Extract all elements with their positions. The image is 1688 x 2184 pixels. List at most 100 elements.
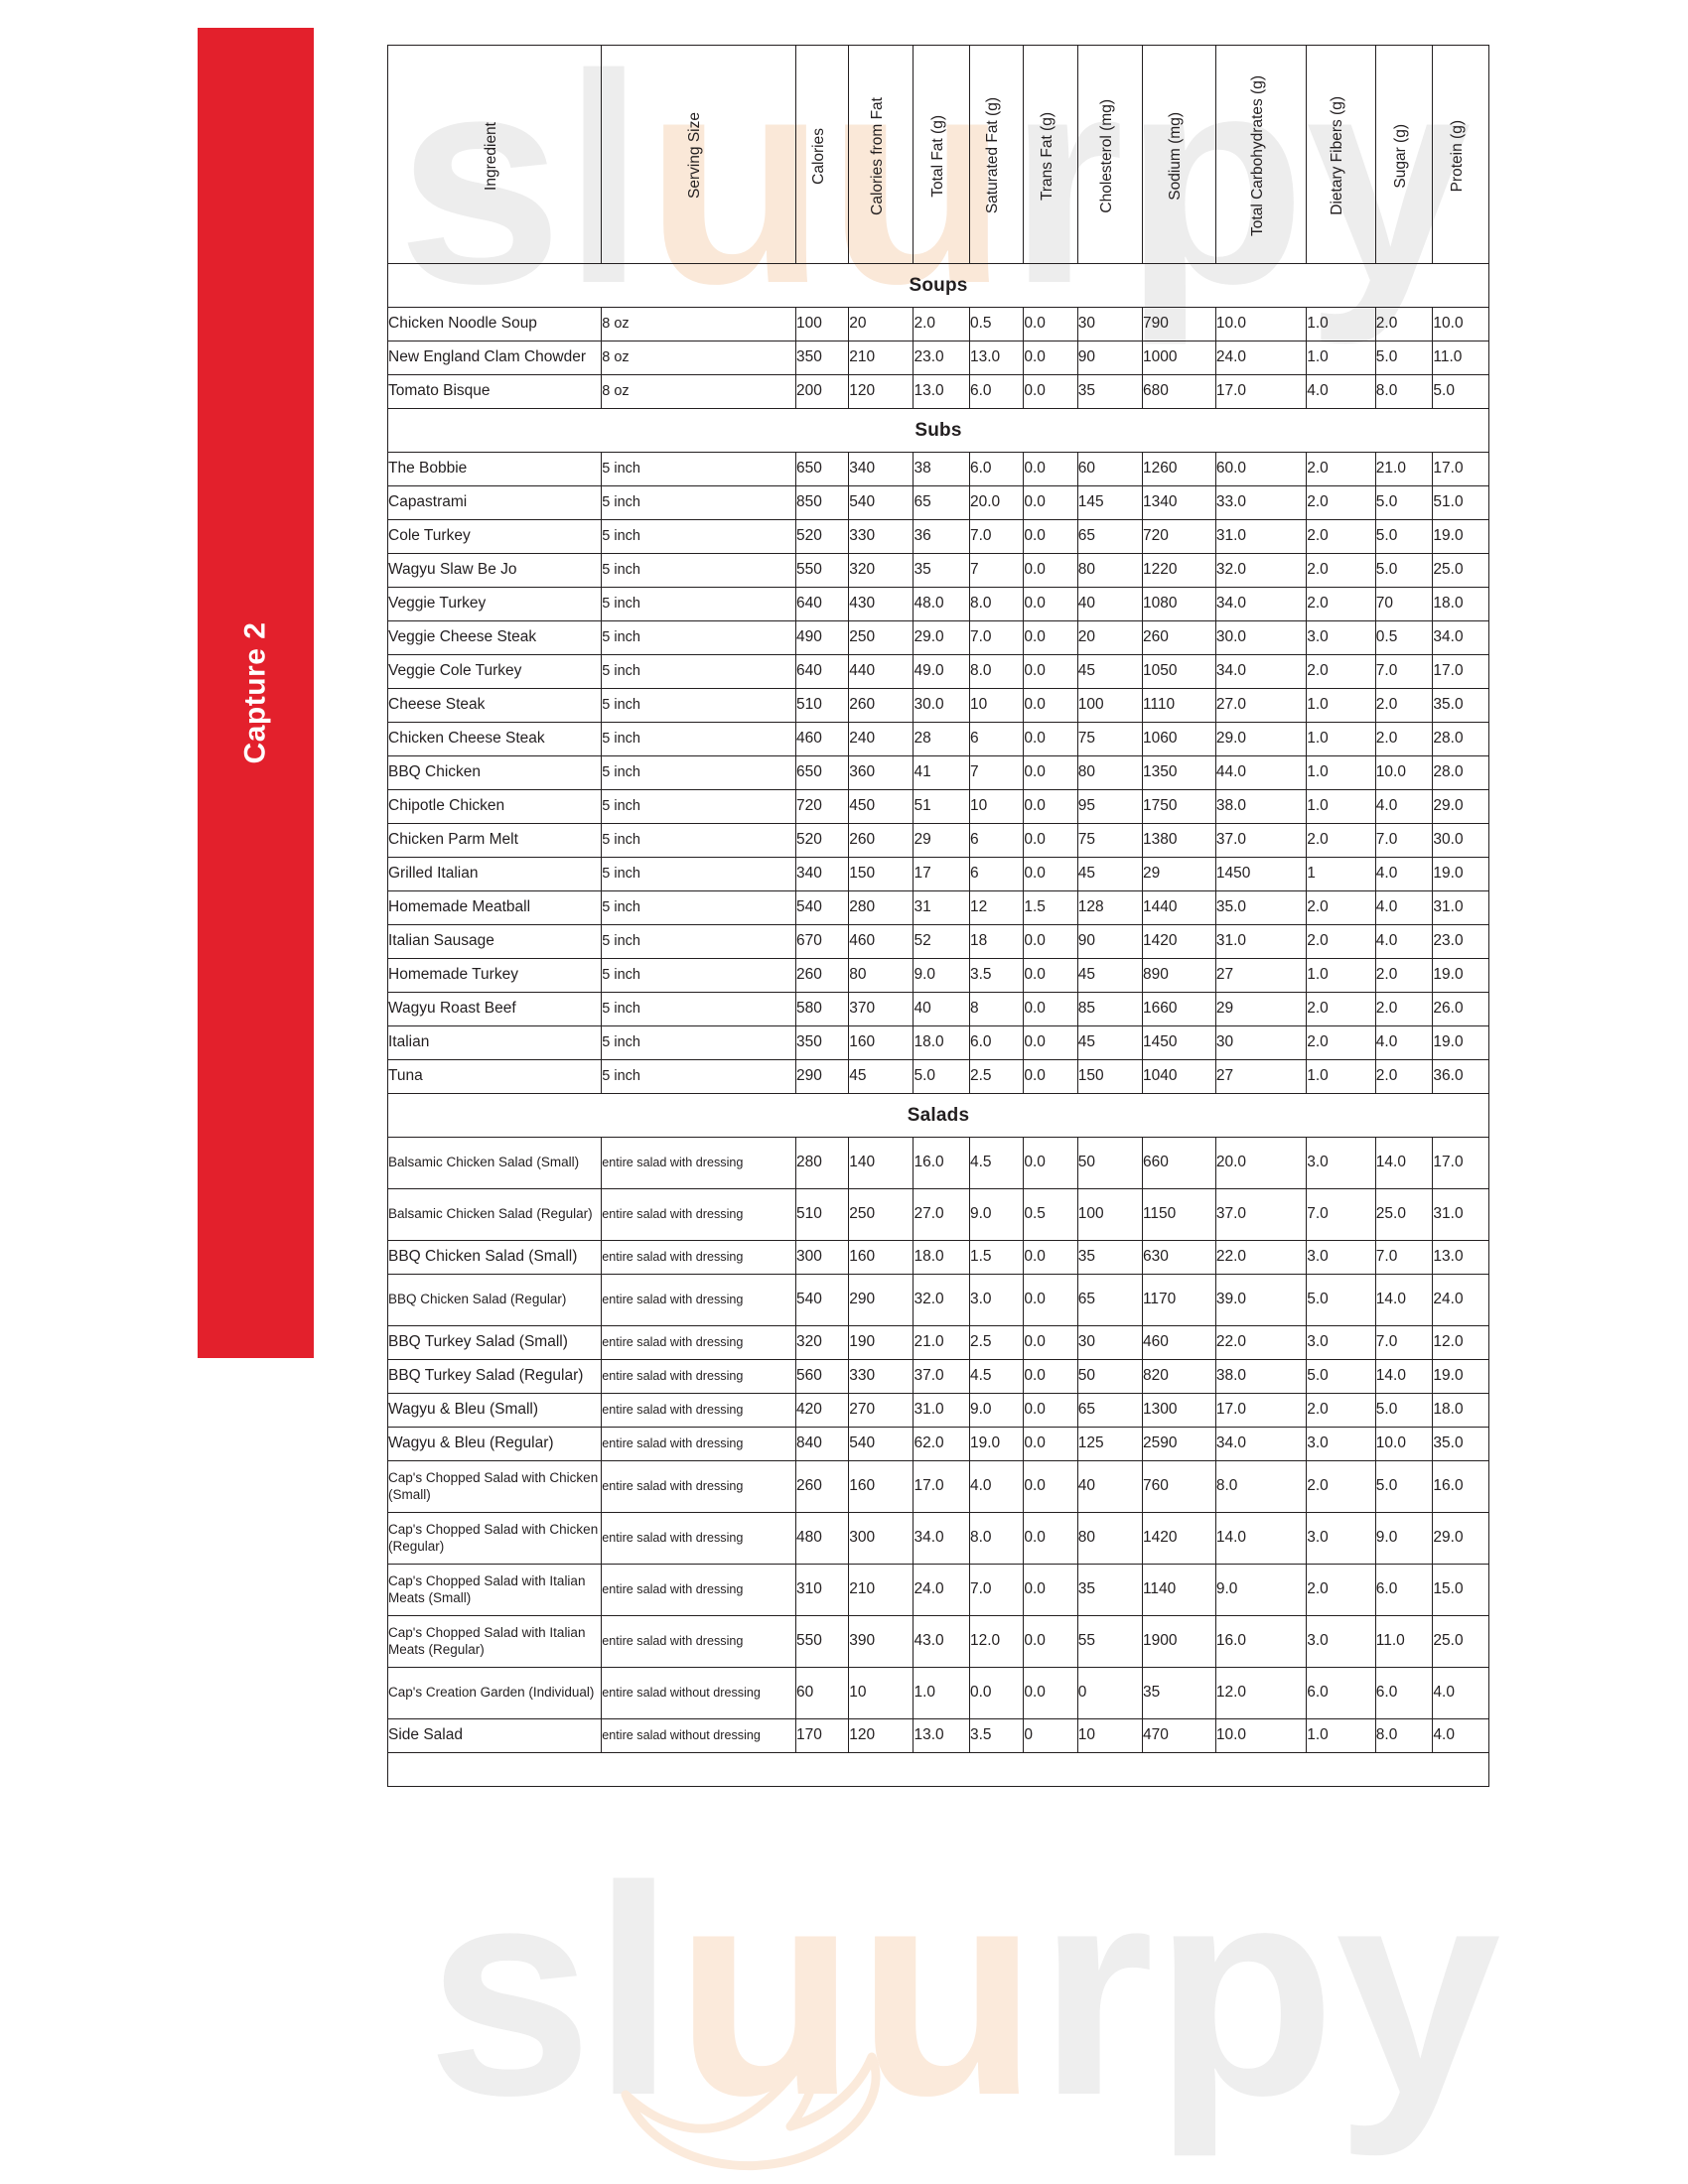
table-row: Cap's Chopped Salad with Chicken (Small)… bbox=[386, 1460, 1489, 1513]
cell-total-carbohydrates-g: 10.0 bbox=[1214, 1718, 1308, 1753]
table-row: The Bobbie 5 inch 650 340 38 6.0 0.0 60 1260 60.0… bbox=[386, 452, 1489, 486]
cell-calories-from-fat: 260 bbox=[848, 688, 914, 723]
cell-serving-size: 8 oz bbox=[601, 341, 796, 375]
cell-calories-from-fat: 320 bbox=[848, 553, 914, 588]
cell-sodium-mg: 460 bbox=[1141, 1325, 1216, 1360]
cell-saturated-fat-g: 3.5 bbox=[968, 1718, 1025, 1753]
watermark-bottom-peach: uu bbox=[674, 1824, 1039, 2157]
cell-calories: 100 bbox=[794, 307, 850, 341]
cell-sodium-mg: 1340 bbox=[1141, 485, 1216, 520]
cell-calories: 550 bbox=[794, 1615, 850, 1668]
cell-calories-from-fat: 330 bbox=[848, 1359, 914, 1394]
cell-total-fat-g: 34.0 bbox=[913, 1512, 970, 1565]
cell-saturated-fat-g: 4.5 bbox=[968, 1359, 1025, 1394]
cell-cholesterol-mg: 30 bbox=[1076, 1325, 1143, 1360]
table-row: Wagyu & Bleu (Small) entire salad with dr… bbox=[386, 1393, 1489, 1428]
cell-sugar-g: 14.0 bbox=[1374, 1274, 1434, 1326]
cell-protein-g: 17.0 bbox=[1432, 1137, 1489, 1189]
cell-sodium-mg: 29 bbox=[1141, 857, 1216, 891]
cell-total-carbohydrates-g: 60.0 bbox=[1214, 452, 1308, 486]
cell-trans-fat-g: 0.0 bbox=[1023, 452, 1078, 486]
table-row: Cap's Creation Garden (Individual) entire… bbox=[386, 1667, 1489, 1719]
column-header-trans-fat: Trans Fat (g) bbox=[1023, 45, 1078, 264]
cell-protein-g: 35.0 bbox=[1432, 688, 1489, 723]
watermark-bottom: sluurpy bbox=[427, 1842, 1501, 2139]
section-title: Subs bbox=[387, 408, 1489, 453]
cell-sodium-mg: 260 bbox=[1141, 620, 1216, 655]
cell-sodium-mg: 35 bbox=[1141, 1667, 1216, 1719]
cell-calories-from-fat: 430 bbox=[848, 587, 914, 621]
cell-ingredient: Balsamic Chicken Salad (Small) bbox=[386, 1137, 603, 1189]
cell-saturated-fat-g: 9.0 bbox=[968, 1393, 1025, 1428]
cell-sugar-g: 4.0 bbox=[1374, 857, 1434, 891]
table-bottom-strip-cell bbox=[387, 1752, 1489, 1787]
cell-calories: 640 bbox=[794, 654, 850, 689]
cell-serving-size: 5 inch bbox=[601, 890, 796, 925]
column-header-serving-size: Serving Size bbox=[601, 45, 796, 264]
cell-trans-fat-g: 0.0 bbox=[1023, 857, 1078, 891]
column-header-ingredient: Ingredient bbox=[386, 45, 603, 264]
cell-dietary-fibers-g: 3.0 bbox=[1306, 1325, 1376, 1360]
cell-serving-size: 5 inch bbox=[601, 587, 796, 621]
cell-serving-size: 8 oz bbox=[601, 307, 796, 341]
cell-saturated-fat-g: 19.0 bbox=[968, 1427, 1025, 1461]
cell-calories: 840 bbox=[794, 1427, 850, 1461]
table-row: Cap's Chopped Salad with Italian Meats (… bbox=[386, 1564, 1489, 1616]
cell-calories-from-fat: 260 bbox=[848, 823, 914, 858]
cell-cholesterol-mg: 45 bbox=[1076, 654, 1143, 689]
cell-total-fat-g: 5.0 bbox=[913, 1059, 970, 1094]
cell-ingredient: Cap's Chopped Salad with Chicken (Regula… bbox=[386, 1512, 603, 1565]
cell-serving-size: 5 inch bbox=[601, 485, 796, 520]
cell-cholesterol-mg: 45 bbox=[1076, 958, 1143, 993]
table-row: BBQ Chicken 5 inch 650 360 41 7 0.0 80 1350 44.0 1… bbox=[386, 755, 1489, 790]
column-header-sodium: Sodium (mg) bbox=[1141, 45, 1216, 264]
section-header-row: Salads bbox=[387, 1093, 1489, 1138]
cell-sugar-g: 6.0 bbox=[1374, 1564, 1434, 1616]
table-body: Soups Chicken Noodle Soup 8 oz 100 20 2.0 0.5 0… bbox=[386, 263, 1489, 1787]
cell-sugar-g: 4.0 bbox=[1374, 789, 1434, 824]
cell-sodium-mg: 790 bbox=[1141, 307, 1216, 341]
cell-calories: 460 bbox=[794, 722, 850, 756]
cell-calories: 320 bbox=[794, 1325, 850, 1360]
cell-total-carbohydrates-g: 38.0 bbox=[1214, 1359, 1308, 1394]
cell-serving-size: 8 oz bbox=[601, 374, 796, 409]
table-row: Chicken Noodle Soup 8 oz 100 20 2.0 0.5 0.0 30 7… bbox=[386, 307, 1489, 341]
cell-cholesterol-mg: 128 bbox=[1076, 890, 1143, 925]
cell-sugar-g: 5.0 bbox=[1374, 553, 1434, 588]
cell-total-carbohydrates-g: 22.0 bbox=[1214, 1240, 1308, 1275]
cell-calories-from-fat: 140 bbox=[848, 1137, 914, 1189]
cell-protein-g: 28.0 bbox=[1432, 722, 1489, 756]
table-row: Side Salad entire salad without dressing 1… bbox=[386, 1718, 1489, 1753]
cell-calories-from-fat: 250 bbox=[848, 1188, 914, 1241]
cell-sodium-mg: 2590 bbox=[1141, 1427, 1216, 1461]
cell-dietary-fibers-g: 6.0 bbox=[1306, 1667, 1376, 1719]
cell-sodium-mg: 1380 bbox=[1141, 823, 1216, 858]
cell-protein-g: 18.0 bbox=[1432, 1393, 1489, 1428]
cell-ingredient: Balsamic Chicken Salad (Regular) bbox=[386, 1188, 603, 1241]
column-header-calories: Calories bbox=[794, 45, 850, 264]
cell-sugar-g: 9.0 bbox=[1374, 1512, 1434, 1565]
table-row: Homemade Turkey 5 inch 260 80 9.0 3.5 0.0 45 890… bbox=[386, 958, 1489, 993]
cell-cholesterol-mg: 125 bbox=[1076, 1427, 1143, 1461]
column-header-dietary-fibers: Dietary Fibers (g) bbox=[1306, 45, 1376, 264]
cell-total-carbohydrates-g: 37.0 bbox=[1214, 1188, 1308, 1241]
cell-ingredient: Chicken Noodle Soup bbox=[386, 307, 603, 341]
cell-saturated-fat-g: 3.0 bbox=[968, 1274, 1025, 1326]
cell-cholesterol-mg: 35 bbox=[1076, 374, 1143, 409]
table-row: Homemade Meatball 5 inch 540 280 31 12 1.5 128 1… bbox=[386, 890, 1489, 925]
cell-serving-size: 5 inch bbox=[601, 553, 796, 588]
cell-total-fat-g: 49.0 bbox=[913, 654, 970, 689]
cell-serving-size: 5 inch bbox=[601, 924, 796, 959]
table-row: Tomato Bisque 8 oz 200 120 13.0 6.0 0.0 35 680 17… bbox=[386, 374, 1489, 409]
cell-sugar-g: 2.0 bbox=[1374, 992, 1434, 1026]
cell-dietary-fibers-g: 2.0 bbox=[1306, 654, 1376, 689]
cell-trans-fat-g: 0.0 bbox=[1023, 958, 1078, 993]
cell-calories: 490 bbox=[794, 620, 850, 655]
cell-saturated-fat-g: 12.0 bbox=[968, 1615, 1025, 1668]
cell-sugar-g: 21.0 bbox=[1374, 452, 1434, 486]
cell-calories: 340 bbox=[794, 857, 850, 891]
cell-cholesterol-mg: 65 bbox=[1076, 1393, 1143, 1428]
cell-calories: 560 bbox=[794, 1359, 850, 1394]
cell-saturated-fat-g: 4.0 bbox=[968, 1460, 1025, 1513]
cell-calories: 280 bbox=[794, 1137, 850, 1189]
